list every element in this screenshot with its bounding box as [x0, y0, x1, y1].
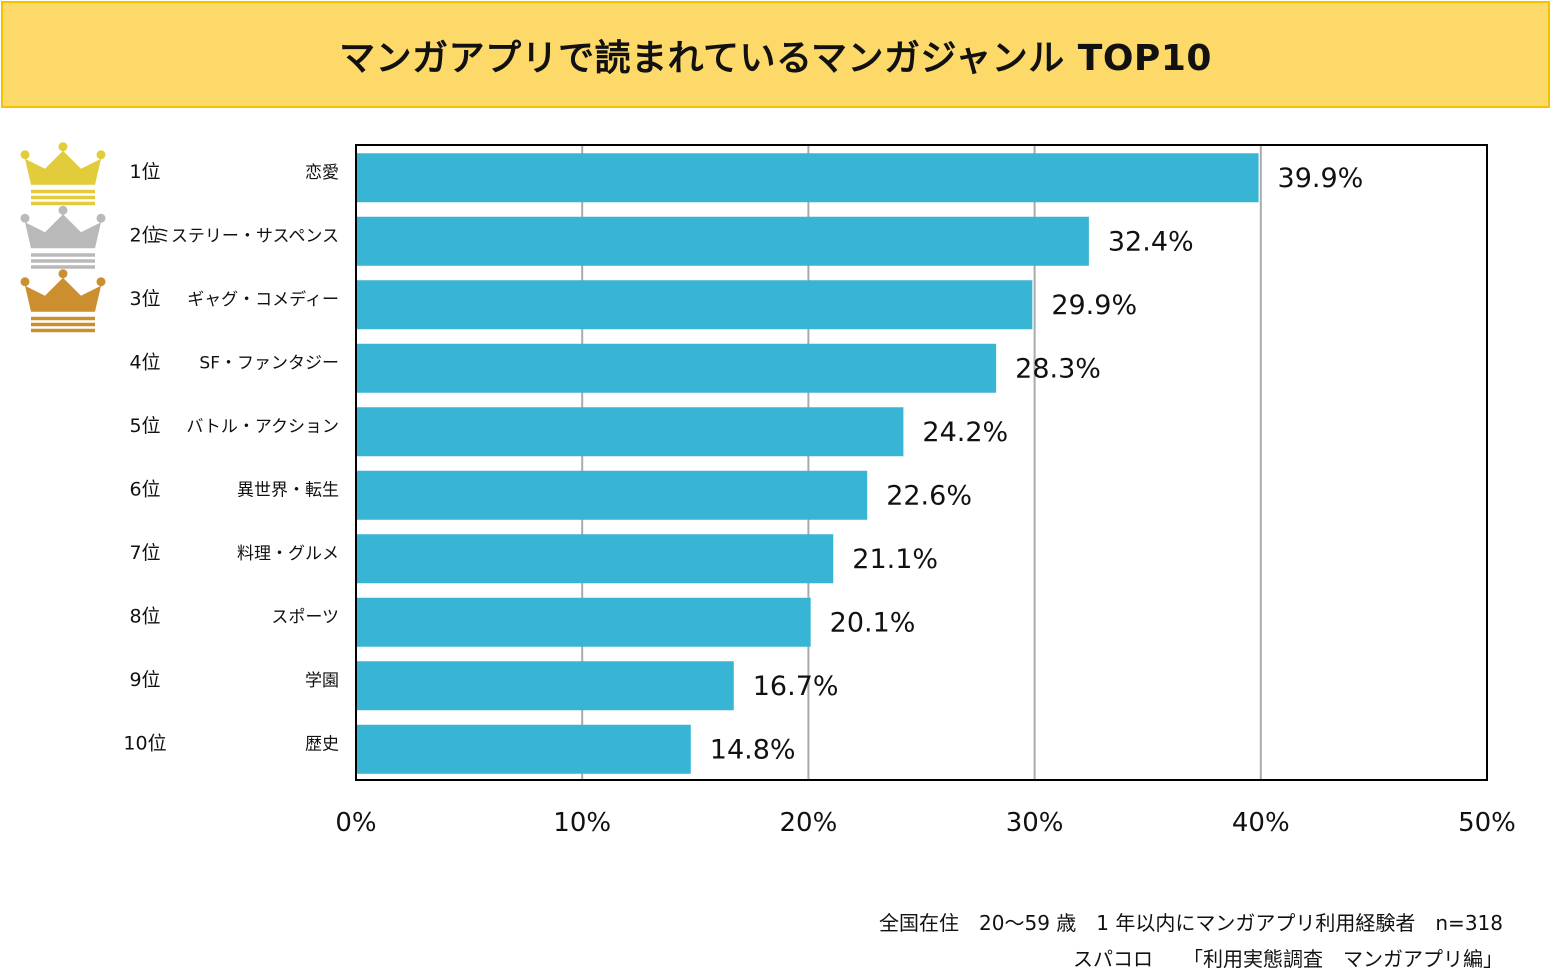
gold-crown-icon	[20, 142, 106, 206]
bar	[356, 216, 1089, 266]
title-banner: マンガアプリで読まれているマンガジャンル TOP10	[1, 1, 1550, 108]
data-label: 32.4%	[1108, 226, 1194, 257]
rank-label: 4位	[129, 351, 160, 373]
category-label: スポーツ	[271, 607, 339, 627]
rank-label: 3位	[129, 288, 160, 310]
bar	[356, 661, 734, 711]
data-label: 21.1%	[852, 544, 938, 575]
bronze-crown-icon	[20, 269, 106, 333]
bar	[356, 343, 997, 393]
bar	[356, 470, 868, 520]
data-label: 22.6%	[886, 480, 972, 511]
rank-label: 8位	[129, 605, 160, 627]
plot-frame	[355, 144, 1488, 781]
data-label: 16.7%	[753, 671, 839, 702]
bar	[356, 153, 1259, 203]
data-label: 24.2%	[922, 417, 1008, 448]
data-label: 20.1%	[830, 607, 916, 638]
chart-title: マンガアプリで読まれているマンガジャンル TOP10	[339, 37, 1212, 79]
rank-label: 9位	[129, 669, 160, 691]
silver-crown-icon	[20, 205, 106, 269]
footnote: 全国在住 20～59 歳 1 年以内にマンガアプリ利用経験者 n=318 スパコ…	[879, 905, 1503, 977]
footnote-line-1: 全国在住 20～59 歳 1 年以内にマンガアプリ利用経験者 n=318	[879, 911, 1503, 935]
category-label: ギャグ・コメディー	[187, 289, 339, 310]
rank-label: 1位	[129, 161, 160, 183]
x-tick-label: 30%	[1006, 808, 1064, 838]
rank-label: 2位	[129, 224, 160, 246]
bar	[356, 280, 1033, 330]
rank-label: 6位	[129, 478, 160, 500]
x-tick-label: 10%	[553, 808, 611, 838]
category-label: バトル・アクション	[186, 417, 339, 437]
x-tick-label: 0%	[335, 808, 376, 838]
data-label: 28.3%	[1015, 353, 1101, 384]
data-label: 29.9%	[1051, 290, 1137, 321]
rank-label: 5位	[129, 415, 160, 437]
category-label: 異世界・転生	[237, 480, 339, 500]
x-tick-label: 40%	[1232, 808, 1290, 838]
data-label: 14.8%	[710, 734, 796, 765]
category-label: 料理・グルメ	[237, 544, 339, 564]
rank-label: 10位	[123, 732, 166, 754]
category-label: ミステリー・サスペンス	[154, 226, 339, 246]
bar	[356, 534, 834, 584]
x-tick-label: 50%	[1458, 808, 1516, 838]
bar	[356, 724, 691, 774]
footnote-line-2: スパコロ 「利用実態調査 マンガアプリ編」	[1073, 947, 1503, 971]
data-label: 39.9%	[1278, 163, 1364, 194]
bar	[356, 597, 811, 647]
bar	[356, 407, 904, 457]
x-tick-label: 20%	[780, 808, 838, 838]
category-label: 恋愛	[305, 162, 339, 183]
category-label: SF・ファンタジー	[199, 353, 339, 373]
rank-label: 7位	[129, 542, 160, 564]
category-label: 学園	[305, 671, 339, 691]
category-label: 歴史	[305, 734, 339, 754]
